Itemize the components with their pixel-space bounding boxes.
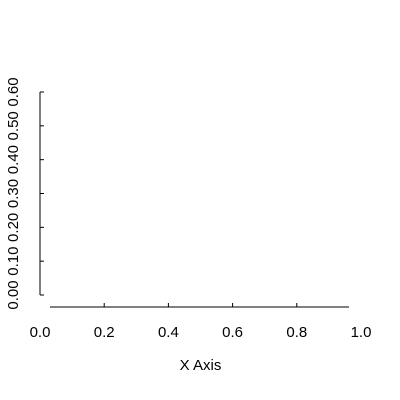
x-tick-label: 0.0 (30, 324, 51, 341)
y-tick-label: 0.20 (5, 213, 22, 242)
x-axis-ticks: 0.0 0.2 0.4 0.6 0.8 1.0 (30, 303, 372, 341)
y-tick-label: 0.10 (5, 247, 22, 276)
x-tick-label: 1.0 (351, 324, 372, 341)
y-axis-ticks: 0.00 0.10 0.20 0.30 0.40 0.50 0.60 (5, 77, 44, 310)
y-tick-label: 0.60 (5, 77, 22, 106)
x-tick-label: 0.8 (286, 324, 307, 341)
y-tick-label: 0.00 (5, 280, 22, 309)
x-tick-label: 0.6 (222, 324, 243, 341)
x-tick-label: 0.4 (158, 324, 179, 341)
x-tick-label: 0.2 (94, 324, 115, 341)
y-tick-label: 0.30 (5, 179, 22, 208)
x-axis-title: X Axis (180, 357, 222, 374)
y-tick-label: 0.50 (5, 111, 22, 140)
y-tick-label: 0.40 (5, 145, 22, 174)
